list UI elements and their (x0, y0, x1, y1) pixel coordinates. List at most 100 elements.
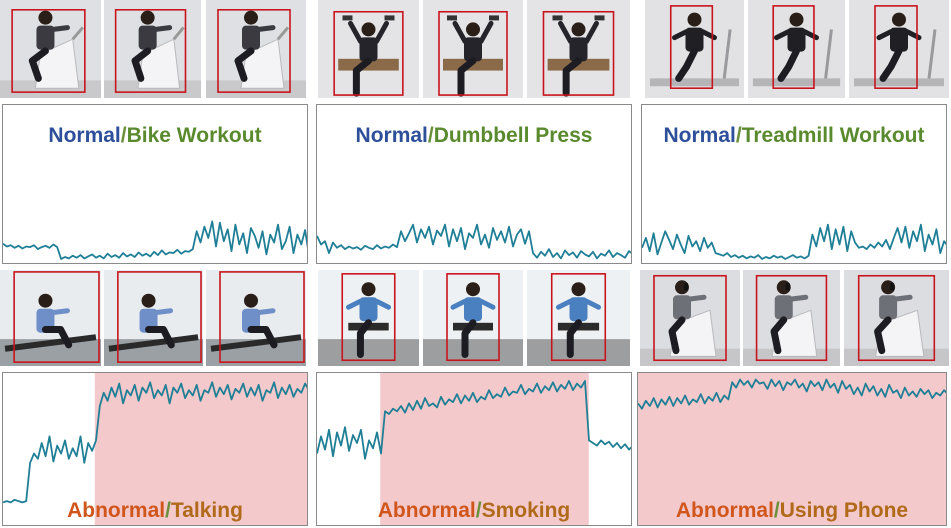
person-legs (356, 319, 372, 358)
person-legs (145, 326, 175, 349)
person-head (361, 282, 376, 297)
label-kind: Abnormal (675, 499, 774, 522)
person-arm (48, 308, 70, 316)
person-arm (346, 298, 363, 310)
person-arm (774, 29, 791, 41)
dumbbell-icon (384, 15, 395, 21)
person-arm (348, 20, 363, 44)
person-torso (359, 297, 378, 322)
person-legs (675, 47, 698, 82)
thumb-rowing-3 (206, 270, 306, 366)
bounding-box (438, 10, 508, 96)
dumbbell-icon (552, 15, 563, 21)
person-arm (478, 298, 496, 310)
bounding-box (542, 10, 615, 96)
person-arm (374, 20, 389, 44)
person-head (687, 12, 702, 27)
bounding-box (333, 10, 404, 96)
bike-handle (71, 26, 84, 41)
treadmill-deck (752, 78, 841, 87)
abnormal-panel-talking: Abnormal/Talking (2, 372, 308, 526)
normal-panel-bike: Normal/Bike Workout (2, 104, 308, 264)
person-head (244, 10, 258, 25)
signal-line (3, 220, 307, 260)
scene-rowing (206, 270, 306, 366)
signal-plot (3, 373, 307, 525)
floor (423, 339, 523, 366)
label-activity: Treadmill Workout (741, 124, 925, 147)
person-arm (672, 29, 689, 41)
phone-icon (890, 283, 895, 291)
scene-bike (104, 0, 201, 98)
bounding-box (653, 274, 727, 362)
person-torso (569, 297, 588, 322)
signal-plot (317, 223, 631, 260)
person-legs (131, 47, 152, 82)
label-separator: / (475, 499, 482, 522)
person-head (141, 293, 156, 308)
person-legs (777, 47, 800, 82)
treadmill-rail (722, 29, 732, 79)
person-arm (374, 298, 391, 310)
panel-label: Abnormal/Smoking (317, 499, 631, 523)
rowing-machine (4, 334, 97, 352)
person-legs (879, 47, 903, 82)
person-head (361, 22, 376, 37)
scene-chair (527, 270, 630, 366)
label-anomaly: Smoking (481, 499, 571, 522)
thumb-phonebike-1 (640, 270, 740, 366)
scene-chair (423, 270, 523, 366)
person-legs (247, 326, 278, 349)
person-arm (254, 308, 276, 316)
bounding-box (874, 5, 918, 89)
panel-label: Normal/Bike Workout (3, 124, 307, 148)
person-torso (787, 27, 806, 52)
thumb-rowing-1 (0, 270, 101, 366)
scene-chair (318, 270, 419, 366)
thumb-dumbbell-1 (318, 0, 419, 98)
person-legs (234, 47, 255, 82)
scene-rowing (104, 270, 203, 366)
signal-plot (3, 220, 307, 260)
person-arm (556, 298, 573, 310)
person-head (892, 12, 906, 27)
dumbbell-icon (447, 15, 457, 21)
thumb-treadmill-3 (849, 0, 949, 98)
label-kind: Normal (663, 124, 736, 147)
dumbbell-icon (489, 15, 499, 21)
anomaly-region (638, 373, 946, 525)
thumb-treadmill-2 (748, 0, 845, 98)
treadmill-rail (927, 29, 937, 79)
person-arm (685, 294, 707, 302)
person-arm (450, 298, 468, 310)
label-separator: / (427, 124, 434, 147)
bounding-box (341, 273, 396, 362)
person-arm (876, 29, 894, 41)
normal-panel-dumbbell: Normal/Dumbbell Press (316, 104, 632, 264)
signal-line (317, 223, 631, 260)
person-legs (457, 57, 477, 97)
signal-plot (638, 373, 946, 525)
person-head (244, 293, 258, 308)
person-torso (464, 297, 482, 322)
scene-dumbbell (527, 0, 630, 98)
person-legs (461, 319, 477, 358)
label-anomaly: Talking (170, 499, 243, 522)
person-torso (569, 37, 588, 62)
panel-label: Abnormal/Using Phone (638, 499, 946, 523)
bike-handle (172, 26, 185, 41)
person-legs (668, 316, 686, 355)
bounding-box (755, 274, 828, 362)
floor (527, 339, 630, 366)
thumb-dumbbell-2 (423, 0, 523, 98)
bounding-box (772, 5, 815, 89)
label-kind: Normal (48, 124, 121, 147)
thumb-bike-2 (104, 0, 201, 98)
thumb-rowing-2 (104, 270, 203, 366)
person-arm (558, 20, 573, 44)
signal-line (642, 223, 946, 260)
thumb-chair-1 (318, 270, 419, 366)
bounding-box (446, 273, 500, 362)
person-legs (352, 57, 372, 97)
label-activity: Dumbbell Press (433, 124, 593, 147)
